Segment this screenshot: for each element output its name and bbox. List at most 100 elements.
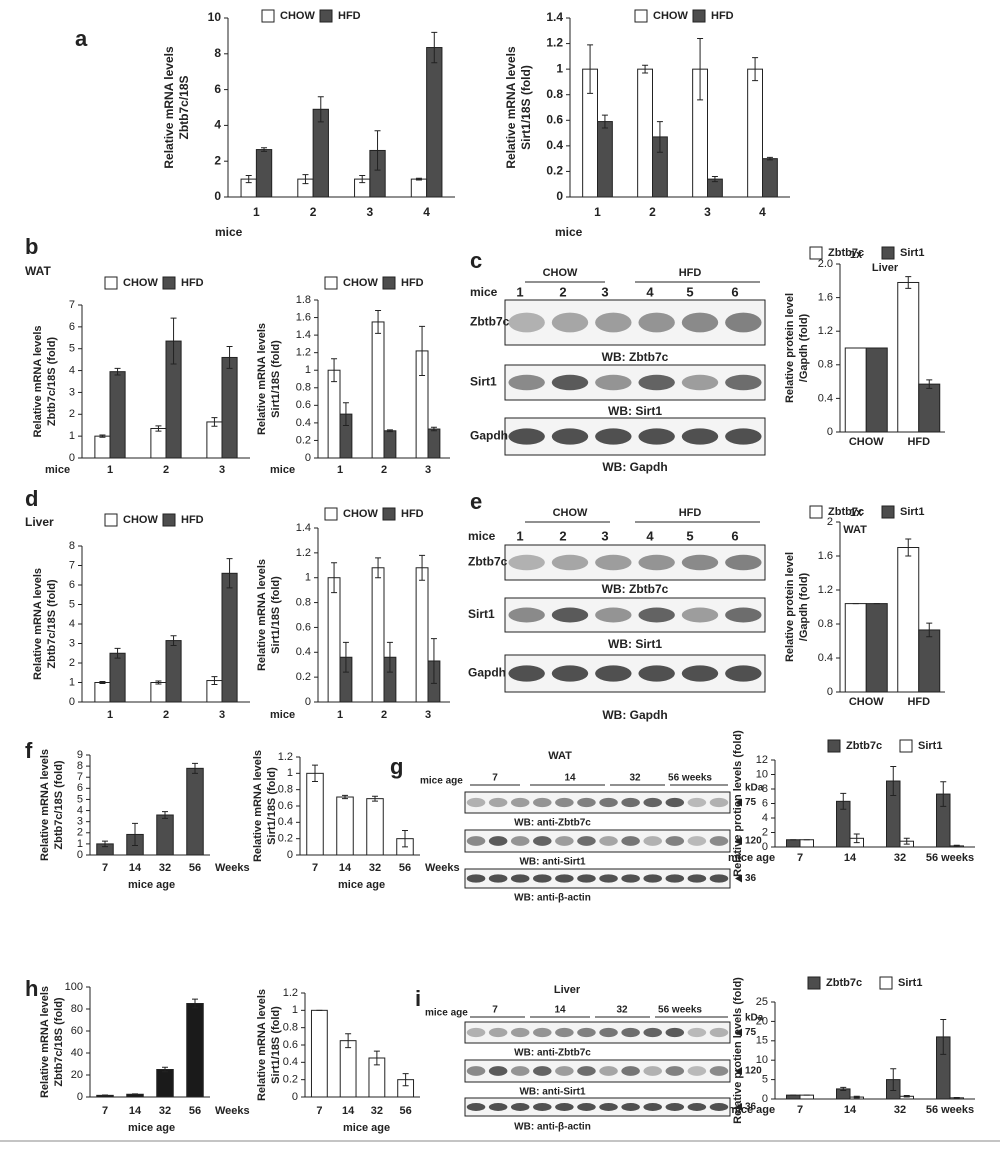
y-tick-label: 1 <box>556 61 563 75</box>
y-axis-label: Sirt1/18S (fold) <box>266 767 278 845</box>
y-tick-label: 4 <box>69 364 75 376</box>
y-axis-label: Relative mRNA levels <box>39 986 51 1098</box>
y-tick-label: 25 <box>756 996 768 1008</box>
error-bar <box>430 638 437 684</box>
blot-band <box>681 554 719 571</box>
blot-band <box>577 836 596 846</box>
legend-swatch <box>104 276 118 290</box>
y-axis-label: Zbtb7c/18S <box>177 75 191 139</box>
x-tick-label: 1 <box>337 709 343 721</box>
y-tick-label: 1 <box>69 430 75 442</box>
blot-frame <box>464 868 731 889</box>
y-tick-label: 1.2 <box>546 36 563 50</box>
blot-caption: WB: anti-Zbtb7c <box>514 818 591 829</box>
blot-band <box>510 874 530 883</box>
y-tick-label: 1.2 <box>818 325 833 337</box>
bar <box>336 796 354 856</box>
y-tick-label: 0.8 <box>546 87 563 101</box>
legend-swatch <box>809 505 823 519</box>
tissue-label: WAT <box>25 264 51 278</box>
bar <box>844 603 867 693</box>
y-tick-label: 1 <box>305 572 311 584</box>
blot-band <box>643 874 662 883</box>
blot-band <box>555 1027 574 1038</box>
error-bar <box>419 554 426 581</box>
y-tick-label: 2 <box>762 826 768 838</box>
blot-band <box>466 797 486 808</box>
row-label: Sirt1 <box>468 607 495 621</box>
group-label: 14 <box>554 1005 566 1016</box>
y-tick-label: 0.4 <box>818 392 833 404</box>
x-axis-label: mice age <box>128 879 175 891</box>
blot-title: Liver <box>554 984 581 996</box>
bar <box>426 47 443 198</box>
error-bar <box>890 1068 897 1091</box>
error-bar <box>587 44 594 94</box>
error-bar <box>302 174 309 185</box>
blot-band <box>508 374 545 391</box>
y-tick-label: 1.2 <box>283 987 298 999</box>
annotation: WAT <box>843 524 867 536</box>
y-axis-label: Sirt1/18S (fold) <box>270 576 282 654</box>
x-tick-label: 32 <box>894 1104 906 1116</box>
legend-label: Sirt1 <box>918 740 942 752</box>
blot-band <box>681 607 719 623</box>
x-tick-label: 32 <box>159 862 171 874</box>
y-axis-label: Relative mRNA levels <box>162 46 176 169</box>
legend-swatch <box>881 505 895 519</box>
y-tick-label: 1.4 <box>546 10 563 24</box>
y-tick-label: 4 <box>214 118 221 132</box>
blot-band <box>687 1027 707 1038</box>
legend-swatch <box>827 739 841 753</box>
y-tick-label: 20 <box>756 1015 768 1027</box>
legend-label: Zbtb7c <box>828 247 864 259</box>
legend-label: Sirt1 <box>900 247 924 259</box>
row-label: Gapdh <box>470 429 508 443</box>
x-tick-label: 3 <box>219 464 225 476</box>
blot-band <box>725 554 762 571</box>
y-tick-label: 5 <box>77 793 83 805</box>
lane-label: mice <box>468 529 496 543</box>
blot-band <box>599 797 618 808</box>
group-label: 14 <box>564 773 576 784</box>
legend-swatch <box>104 513 118 527</box>
blot-band <box>643 1103 662 1111</box>
error-bar <box>192 762 198 774</box>
y-tick-label: 12 <box>756 754 768 766</box>
blot-frame <box>504 544 766 581</box>
error-bar <box>359 175 366 184</box>
blot-frame <box>464 1021 731 1044</box>
y-tick-label: 0.2 <box>278 833 293 845</box>
blot-band <box>508 554 545 571</box>
blot-band <box>555 874 574 883</box>
bar <box>186 767 204 856</box>
error-bar <box>132 822 138 847</box>
error-bar <box>386 641 393 673</box>
error-bar <box>642 64 649 74</box>
bar <box>94 435 111 459</box>
row-label: Zbtb7c <box>468 555 508 569</box>
y-tick-label: 6 <box>69 321 75 333</box>
bar <box>747 68 764 198</box>
legend-label: CHOW <box>123 277 158 289</box>
panel-letter: b <box>25 234 38 259</box>
y-tick-label: 60 <box>71 1025 83 1037</box>
x-tick-label: 7 <box>797 1104 803 1116</box>
y-tick-label: 0.4 <box>283 1056 298 1068</box>
y-tick-label: 4 <box>762 812 768 824</box>
bar <box>897 281 920 433</box>
bar <box>327 577 341 703</box>
bar <box>786 1094 801 1100</box>
y-tick-label: 0.4 <box>296 646 311 658</box>
error-bar <box>840 1086 847 1091</box>
y-tick-label: 5 <box>762 1074 768 1086</box>
blot-band <box>551 554 589 571</box>
y-axis-label: Relative mRNA levels <box>256 323 268 435</box>
blot-band <box>599 836 618 846</box>
blot-band <box>665 1066 685 1076</box>
y-tick-label: 2.0 <box>818 258 833 270</box>
y-tick-label: 1.4 <box>296 522 311 534</box>
annotation: Liver <box>872 262 899 274</box>
size-marker: 36 <box>745 1102 757 1113</box>
legend-label: HFD <box>401 508 424 520</box>
